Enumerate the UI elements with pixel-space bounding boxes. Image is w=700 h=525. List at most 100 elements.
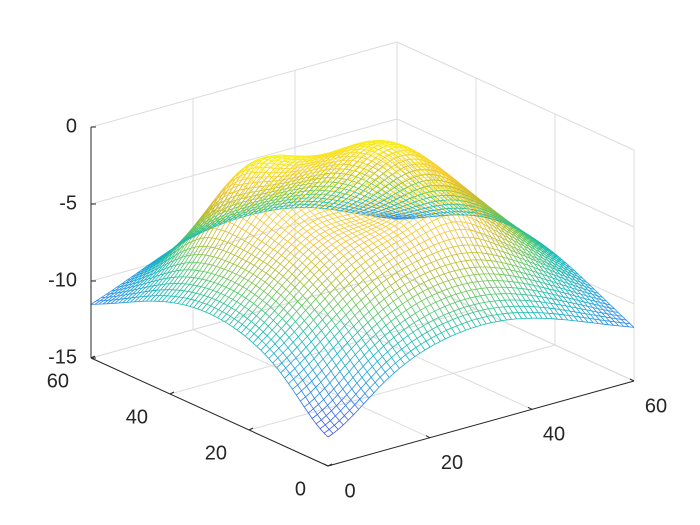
mesh-segment [259, 186, 264, 191]
mesh-segment [415, 201, 422, 206]
mesh-segment [447, 246, 454, 249]
mesh-segment [330, 278, 337, 284]
mesh-segment [405, 309, 411, 317]
mesh-segment [247, 177, 252, 181]
mesh-segment [277, 318, 283, 325]
mesh-segment [302, 199, 308, 204]
mesh-segment [436, 332, 442, 336]
mesh-segment [258, 252, 265, 260]
mesh-segment [261, 241, 266, 245]
mesh-segment [367, 317, 374, 323]
mesh-segment [129, 285, 136, 291]
mesh-segment [427, 214, 433, 217]
mesh-segment [216, 285, 223, 293]
mesh-segment [407, 331, 414, 337]
mesh-segment [230, 253, 235, 256]
mesh-segment [306, 299, 312, 305]
mesh-segment [272, 282, 279, 289]
mesh-segment [416, 227, 423, 231]
mesh-segment [240, 327, 247, 334]
mesh-segment [410, 155, 416, 157]
mesh-segment [399, 323, 405, 330]
mesh-segment [366, 249, 373, 254]
mesh-segment [306, 261, 312, 268]
mesh-segment [152, 284, 158, 291]
mesh-segment [328, 298, 335, 305]
mesh-segment [329, 382, 335, 390]
mesh-segment [420, 188, 426, 194]
mesh-segment [285, 362, 292, 369]
mesh-segment [114, 292, 119, 294]
mesh-segment [332, 218, 337, 223]
mesh-segment [158, 278, 163, 281]
mesh-segment [363, 175, 369, 179]
mesh-segment [316, 370, 323, 377]
mesh-segment [229, 288, 234, 292]
mesh-segment [200, 286, 206, 289]
mesh-segment [417, 175, 424, 182]
mesh-segment [206, 264, 213, 273]
mesh-segment [239, 247, 244, 251]
mesh-segment [344, 244, 351, 249]
mesh-segment [452, 285, 458, 288]
mesh-segment [328, 234, 334, 239]
mesh-segment [150, 295, 156, 302]
mesh-segment [221, 278, 228, 286]
mesh-segment [319, 387, 325, 394]
mesh-segment [358, 188, 364, 191]
mesh-segment [179, 283, 186, 291]
mesh-segment [393, 333, 400, 338]
mesh-segment [420, 173, 426, 175]
mesh-segment [389, 327, 396, 332]
mesh-segment [286, 273, 293, 281]
mesh-segment [324, 293, 331, 299]
mesh-segment [406, 188, 412, 193]
mesh-segment [170, 289, 177, 297]
mesh-segment [321, 247, 327, 253]
mesh-segment [340, 314, 347, 321]
mesh-segment [183, 284, 190, 292]
mesh-segment [411, 337, 418, 343]
mesh-segment [403, 293, 408, 301]
mesh-segment [247, 245, 253, 253]
mesh-segment [305, 304, 311, 311]
mesh-segment [374, 262, 379, 269]
mesh-segment [588, 302, 594, 305]
mesh-segment [208, 217, 214, 223]
mesh-segment [217, 317, 222, 321]
mesh-segment [140, 279, 145, 282]
mesh-segment [194, 277, 199, 279]
mesh-segment [219, 301, 224, 304]
mesh-segment [398, 333, 404, 340]
mesh-segment [341, 235, 348, 239]
mesh-segment [227, 242, 232, 245]
mesh-segment [314, 341, 321, 348]
mesh-segment [215, 274, 220, 277]
mesh-segment [457, 284, 463, 287]
mesh-segment [304, 275, 310, 281]
mesh-segment [148, 285, 154, 292]
mesh-segment [261, 335, 268, 342]
mesh-segment [346, 303, 352, 311]
mesh-segment [287, 264, 294, 271]
mesh-segment [488, 247, 494, 250]
mesh-segment [409, 356, 415, 361]
mesh-segment [316, 251, 322, 258]
mesh-segment [217, 209, 223, 216]
mesh-segment [431, 213, 437, 217]
mesh-segment [448, 238, 455, 241]
mesh-segment [171, 255, 176, 259]
mesh-segment [349, 315, 356, 321]
mesh-segment [268, 284, 274, 289]
mesh-segment [270, 260, 277, 268]
mesh-segment [336, 348, 343, 355]
mesh-segment [201, 310, 206, 313]
mesh-segment [261, 263, 268, 271]
mesh-segment [220, 186, 226, 194]
mesh-segment [198, 237, 205, 247]
mesh-segment [362, 226, 368, 230]
mesh-segment [165, 277, 171, 285]
mesh-segment [474, 237, 480, 240]
mesh-segment [329, 255, 335, 261]
mesh-segment [132, 288, 139, 294]
